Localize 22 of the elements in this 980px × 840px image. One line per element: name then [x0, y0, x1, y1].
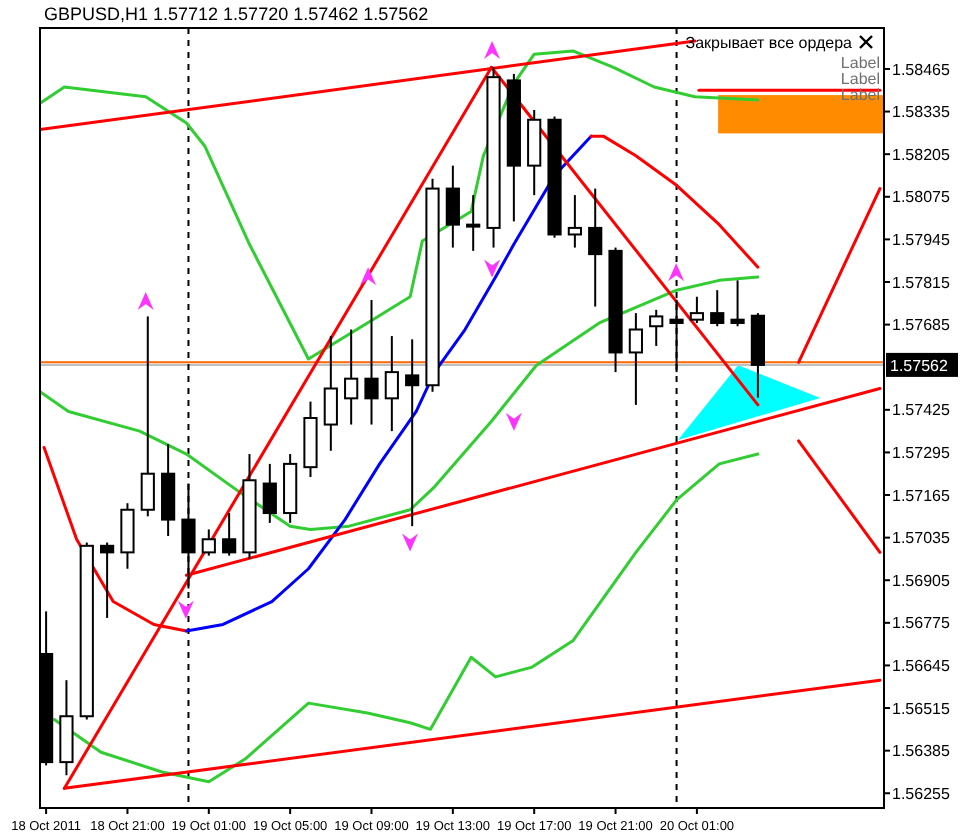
chart-title: GBPUSD,H1 1.57712 1.57720 1.57462 1.57562 — [44, 4, 429, 24]
y-tick-label: 1.56515 — [892, 699, 951, 718]
y-tick-label: 1.58465 — [892, 60, 951, 79]
y-tick-label: 1.57035 — [892, 529, 951, 548]
y-tick-label: 1.58075 — [892, 188, 951, 207]
annotation: Label — [840, 54, 881, 72]
y-tick-label: 1.57165 — [892, 486, 951, 505]
y-tick-label: 1.56775 — [892, 614, 951, 633]
y-tick-label: 1.57295 — [892, 444, 951, 463]
y-tick-label: 1.57945 — [892, 230, 951, 249]
annotation: Label — [840, 70, 881, 88]
y-tick-label: 1.57815 — [892, 273, 951, 292]
y-tick-label: 1.56645 — [892, 657, 951, 676]
y-tick-label: 1.57425 — [892, 401, 951, 420]
y-tick-label: 1.58205 — [892, 145, 951, 164]
y-tick-label: 1.56905 — [892, 571, 951, 590]
y-tick-label: 1.57685 — [892, 316, 951, 335]
y-tick-label: 1.58335 — [892, 103, 951, 122]
y-tick-label: 1.56255 — [892, 784, 951, 803]
annotation: Закрывает все ордера — [685, 34, 854, 52]
ref-line-label: 1.57562 — [890, 356, 949, 375]
y-tick-label: 1.56385 — [892, 742, 951, 761]
